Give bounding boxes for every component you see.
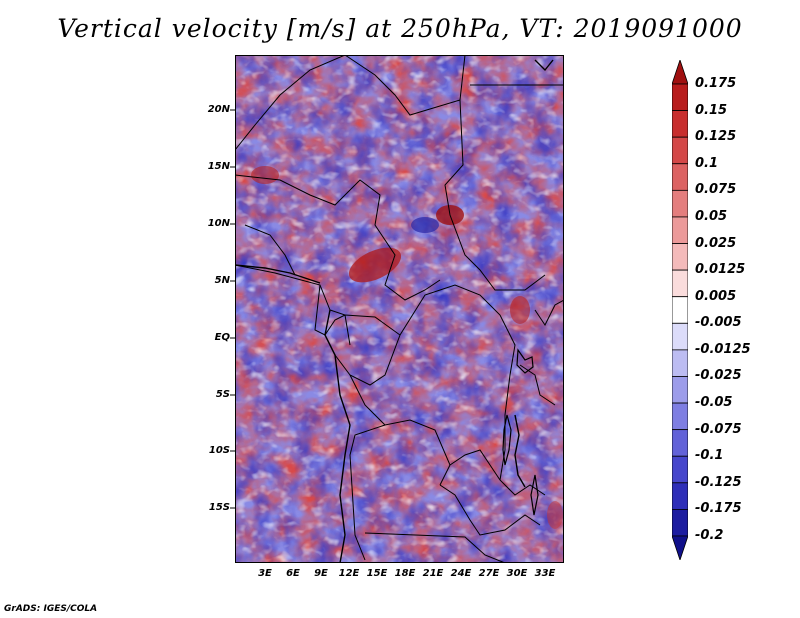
map-frame	[235, 55, 564, 563]
lat-label: 10N	[207, 218, 230, 229]
grads-credit: GrADS: IGES/COLA	[4, 604, 98, 614]
colorbar-segment	[672, 349, 688, 377]
lakes	[502, 348, 539, 516]
lat-label: EQ	[214, 332, 230, 343]
colorbar-segment	[672, 269, 688, 298]
colorbar-segment	[672, 402, 688, 431]
colorbar-segment	[672, 429, 688, 457]
colorbar-segment	[672, 376, 688, 404]
colorbar-segment	[672, 535, 688, 560]
lat-label: 15N	[207, 161, 230, 172]
lon-label: 6E	[286, 568, 300, 579]
colorbar-label: 0.005	[695, 288, 737, 304]
lon-label: 15E	[366, 568, 388, 579]
vertical-velocity-field-map	[235, 55, 564, 563]
colorbar-label: 0.15	[695, 102, 728, 118]
colorbar-label: -0.1	[695, 448, 724, 464]
lon-label: 33E	[534, 568, 556, 579]
lon-label: 3E	[258, 568, 272, 579]
lat-ticks	[230, 109, 235, 509]
coastlines	[235, 59, 554, 563]
colorbar-label: 0.175	[695, 76, 737, 91]
colorbar-label: -0.175	[695, 501, 742, 517]
colorbar-segment	[672, 482, 688, 510]
lon-label: 30E	[506, 568, 528, 579]
colorbar-segment	[672, 60, 688, 85]
colorbar-label: -0.075	[695, 421, 742, 437]
colorbar-label: 0.075	[695, 182, 737, 198]
colorbar-segment	[672, 110, 688, 138]
colorbar-label: -0.125	[695, 474, 742, 490]
lat-label: 5N	[214, 275, 230, 286]
field-neutral-pattern	[235, 55, 564, 563]
lon-label: 12E	[338, 568, 360, 579]
colorbar-label: -0.005	[695, 315, 742, 331]
colorbar-label: 0.025	[695, 235, 737, 251]
colorbar-segment	[672, 189, 688, 218]
country-borders	[235, 55, 564, 563]
colorbar-segment	[672, 455, 688, 484]
colorbar-segment	[672, 509, 688, 537]
colorbar-label: 0.1	[695, 155, 719, 171]
lat-label: 15S	[208, 502, 230, 513]
colorbar	[672, 60, 688, 560]
colorbar-segment	[672, 296, 688, 324]
colorbar-segment	[672, 83, 688, 111]
lat-label: 20N	[207, 104, 230, 115]
colorbar-segment	[672, 163, 688, 191]
colorbar-segment	[672, 322, 688, 351]
colorbar-segment	[672, 136, 688, 165]
colorbar-label: 0.0125	[695, 262, 746, 278]
lat-label: 5S	[215, 389, 230, 400]
colorbar-label: -0.025	[695, 368, 742, 384]
colorbar-label: -0.2	[695, 528, 724, 543]
lat-label: 10S	[208, 445, 230, 456]
lon-label: 27E	[478, 568, 500, 579]
colorbar-segment	[672, 216, 688, 244]
lon-label: 18E	[394, 568, 416, 579]
colorbar-segment	[672, 243, 688, 271]
colorbar-label: -0.0125	[695, 341, 751, 357]
lon-label: 24E	[450, 568, 472, 579]
lon-label: 9E	[314, 568, 328, 579]
lon-label: 21E	[422, 568, 444, 579]
map-title: Vertical velocity [m/s] at 250hPa, VT: 2…	[57, 14, 743, 43]
colorbar-label: 0.05	[695, 208, 728, 224]
colorbar-label: -0.05	[695, 395, 733, 411]
colorbar-label: 0.125	[695, 129, 737, 145]
